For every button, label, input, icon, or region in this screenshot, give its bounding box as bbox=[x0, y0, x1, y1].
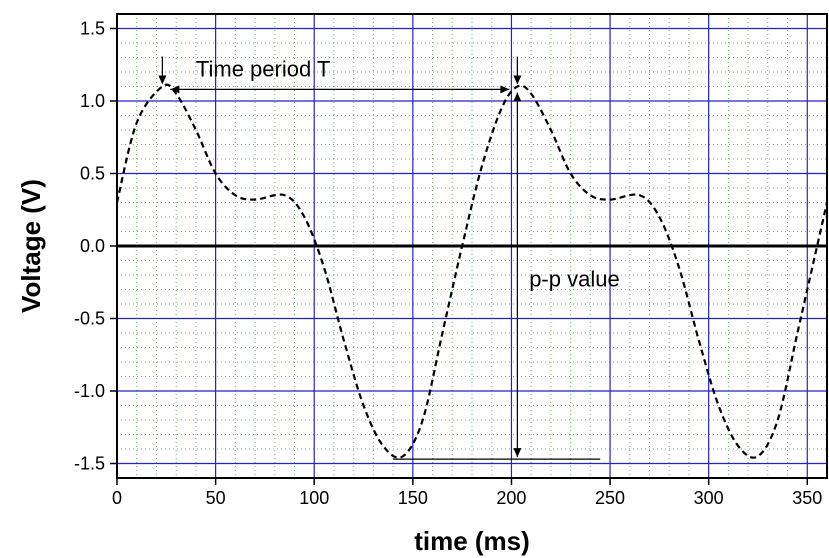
x-tick-label: 50 bbox=[206, 488, 226, 508]
y-tick-label: 0.5 bbox=[80, 164, 105, 184]
x-axis: 0 50 100 150 200 250 300 350 bbox=[112, 478, 822, 508]
x-tick-label: 300 bbox=[694, 488, 724, 508]
x-tick-label: 0 bbox=[112, 488, 122, 508]
y-tick-label: -1.0 bbox=[74, 381, 105, 401]
peak-marker-head bbox=[513, 75, 522, 85]
peak-marker-head bbox=[158, 75, 167, 85]
plot-area bbox=[115, 13, 829, 479]
x-tick-label: 350 bbox=[792, 488, 822, 508]
y-tick-label: 0.0 bbox=[80, 236, 105, 256]
x-tick-label: 200 bbox=[496, 488, 526, 508]
y-tick-label: 1.0 bbox=[80, 91, 105, 111]
y-axis: -1.5 -1.0 -0.5 0.0 0.5 1.0 1.5 bbox=[74, 19, 117, 474]
y-tick-label: -1.5 bbox=[74, 454, 105, 474]
series-line bbox=[115, 83, 829, 459]
period-annotation-label: Time period T bbox=[196, 56, 331, 81]
x-tick-label: 150 bbox=[398, 488, 428, 508]
x-tick-label: 250 bbox=[595, 488, 625, 508]
y-tick-label: -0.5 bbox=[74, 309, 105, 329]
period-arrow-head-left bbox=[170, 85, 180, 94]
y-tick-label: 1.5 bbox=[80, 19, 105, 39]
x-tick-label: 100 bbox=[299, 488, 329, 508]
pp-annotation-label: p-p value bbox=[529, 267, 620, 292]
pp-arrow-head-up bbox=[513, 92, 522, 102]
period-arrow-head-right bbox=[500, 85, 510, 94]
annotations bbox=[158, 56, 601, 460]
x-axis-title: time (ms) bbox=[414, 526, 530, 556]
y-axis-title: Voltage (V) bbox=[16, 179, 46, 313]
pp-arrow-head-down bbox=[513, 448, 522, 458]
